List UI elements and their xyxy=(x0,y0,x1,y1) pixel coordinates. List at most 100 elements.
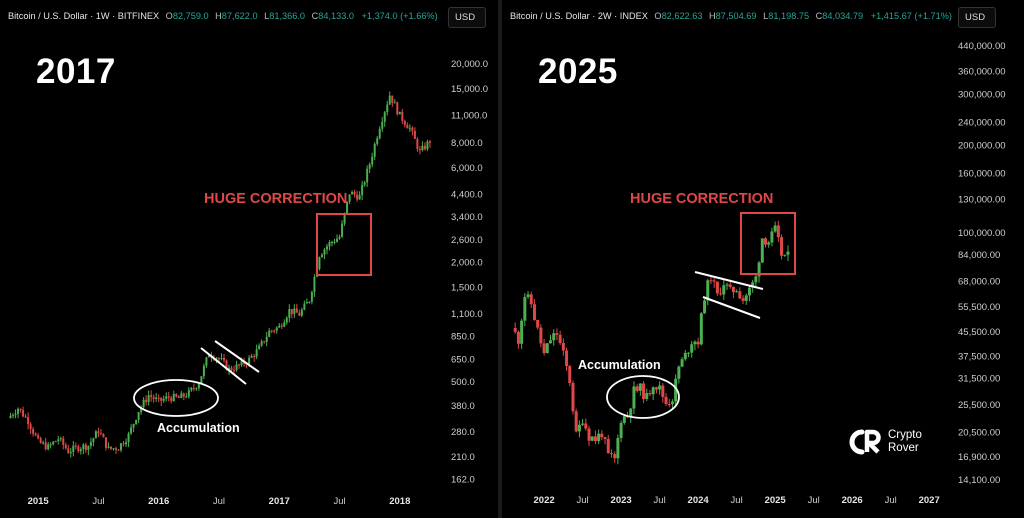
price-chart-2017: 20,000.0 15,000.0 11,000.0 8,000.0 6,000.0 4,… xyxy=(9,59,488,507)
candle-body xyxy=(773,225,777,232)
candle-body xyxy=(408,127,411,129)
candle-body xyxy=(202,365,205,377)
price-tick-label: 130,000.00 xyxy=(958,195,1006,206)
time-tick-label: 2023 xyxy=(611,495,632,506)
price-tick-label: 100,000.00 xyxy=(958,228,1006,239)
high-value: 87,622.0 xyxy=(221,11,258,21)
candle-body xyxy=(593,436,597,442)
time-tick-label: Jul xyxy=(213,496,225,507)
candle-body xyxy=(47,444,50,450)
candle-body xyxy=(696,341,700,345)
candle-body xyxy=(12,415,15,417)
price-tick-label: 37,500.00 xyxy=(958,351,1000,362)
currency-button[interactable]: USD xyxy=(958,7,996,28)
candle-body xyxy=(125,442,128,445)
low-label: L xyxy=(264,11,270,21)
candle-body xyxy=(658,385,662,390)
candle-body xyxy=(255,349,258,357)
candle-body xyxy=(19,408,22,411)
candle-body xyxy=(132,424,135,428)
candle-body xyxy=(310,291,313,302)
candle-body xyxy=(722,285,726,295)
candle-body xyxy=(715,281,719,294)
price-tick-label: 500.0 xyxy=(451,377,475,388)
candle-body xyxy=(240,360,243,366)
price-chart-2025: 440,000.00 360,000.00 300,000.00 240,000.00… xyxy=(513,41,1006,506)
accumulation-ellipse xyxy=(133,379,219,417)
candle-body xyxy=(532,304,536,320)
logo-text-line1: Crypto xyxy=(888,429,922,441)
candle-body xyxy=(411,127,414,131)
candle-body xyxy=(283,322,286,327)
change-value: +1,374.0 (+1.66%) xyxy=(361,11,438,21)
candle-body xyxy=(9,415,12,419)
candle-body xyxy=(428,141,431,143)
candle-body xyxy=(757,262,761,277)
candle-body xyxy=(74,445,77,447)
candle-body xyxy=(376,138,379,144)
candle-body xyxy=(403,120,406,125)
candle-body xyxy=(170,397,173,402)
candle-body xyxy=(197,384,200,389)
candle-body xyxy=(341,223,344,237)
candle-body xyxy=(275,327,278,331)
candle-body xyxy=(195,388,198,390)
candle-body xyxy=(574,411,578,432)
candle-body xyxy=(44,442,47,450)
candle-body xyxy=(366,168,369,183)
currency-button[interactable]: USD xyxy=(448,7,486,28)
time-tick-label: Jul xyxy=(92,496,104,507)
candle-body xyxy=(513,327,517,332)
candle-body xyxy=(32,428,35,434)
candle-body xyxy=(298,312,301,316)
candle-body xyxy=(616,437,620,459)
candle-body xyxy=(664,396,668,404)
candle-body xyxy=(744,295,748,301)
candle-body xyxy=(217,358,220,360)
candle-body xyxy=(622,416,626,423)
candle-body xyxy=(670,401,674,405)
candle-body xyxy=(386,104,389,113)
low-value: 81,198.75 xyxy=(768,11,810,21)
candle-body xyxy=(358,195,361,200)
price-tick-label: 650.0 xyxy=(451,355,475,366)
candle-body xyxy=(180,393,183,399)
candle-body xyxy=(313,276,316,292)
candle-body xyxy=(351,191,354,195)
candle-body xyxy=(120,443,123,451)
channel-line xyxy=(214,340,260,373)
candle-body xyxy=(523,296,527,321)
time-tick-label: 2024 xyxy=(688,495,710,506)
candle-body xyxy=(24,416,27,418)
low-label: L xyxy=(763,11,769,21)
candle-body xyxy=(79,449,82,452)
candle-body xyxy=(401,111,404,121)
candle-body xyxy=(52,441,55,445)
candle-body xyxy=(719,293,723,295)
price-tick-label: 1,500.0 xyxy=(451,282,483,293)
candle-body xyxy=(215,358,218,360)
open-label: O xyxy=(165,11,173,21)
candle-body xyxy=(674,378,678,402)
price-tick-label: 2,000.0 xyxy=(451,258,483,269)
candle-body xyxy=(258,345,261,350)
candle-body xyxy=(77,446,80,452)
candle-body xyxy=(62,438,65,445)
candle-body xyxy=(609,453,613,455)
candle-body xyxy=(693,341,697,345)
price-tick-label: 6,000.0 xyxy=(451,163,483,174)
candle-body xyxy=(388,95,391,105)
price-tick-label: 55,500.00 xyxy=(958,302,1000,313)
candle-body xyxy=(285,317,288,323)
candle-body xyxy=(190,387,193,391)
candle-body xyxy=(82,444,85,450)
candle-body xyxy=(764,238,768,245)
candle-body xyxy=(703,300,707,314)
candle-body xyxy=(142,399,145,408)
candle-body xyxy=(555,333,559,335)
candle-body xyxy=(348,194,351,202)
candle-body xyxy=(396,102,399,115)
candle-body xyxy=(300,309,303,316)
candle-body xyxy=(529,294,533,305)
panel-divider[interactable] xyxy=(498,0,502,518)
